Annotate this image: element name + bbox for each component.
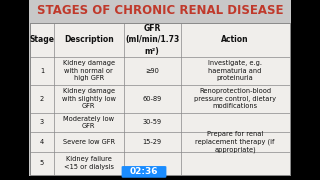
Text: 2: 2 <box>40 96 44 102</box>
Text: 5: 5 <box>40 160 44 166</box>
FancyBboxPatch shape <box>29 0 291 176</box>
Text: Action: Action <box>221 35 249 44</box>
Text: Severe low GFR: Severe low GFR <box>63 139 115 145</box>
Text: 60-89: 60-89 <box>143 96 162 102</box>
Text: Kidney damage
with normal or
high GFR: Kidney damage with normal or high GFR <box>63 60 115 81</box>
Text: ≥90: ≥90 <box>145 68 159 74</box>
Text: Renoprotection-blood
pressure control, dietary
modifications: Renoprotection-blood pressure control, d… <box>194 88 276 109</box>
Text: 3: 3 <box>40 119 44 125</box>
Text: Stage: Stage <box>29 35 55 44</box>
Text: 02:36: 02:36 <box>130 167 158 176</box>
FancyBboxPatch shape <box>122 166 166 178</box>
Text: Prepare for renal
replacement therapy (if
appropriate): Prepare for renal replacement therapy (i… <box>196 131 275 153</box>
Text: Investigate, e.g.
haematuria and
proteinuria: Investigate, e.g. haematuria and protein… <box>208 60 262 81</box>
Text: 30-59: 30-59 <box>143 119 162 125</box>
Text: Moderately low
GFR: Moderately low GFR <box>63 116 114 129</box>
Text: Kidney failure
<15 or dialysis: Kidney failure <15 or dialysis <box>64 156 114 170</box>
Text: GFR
(ml/min/1.73
m²): GFR (ml/min/1.73 m²) <box>125 24 179 56</box>
Text: 15-29: 15-29 <box>143 139 162 145</box>
Text: 4: 4 <box>40 139 44 145</box>
Text: Kidney damage
with slightly low
GFR: Kidney damage with slightly low GFR <box>62 88 116 109</box>
Text: STAGES OF CHRONIC RENAL DISEASE: STAGES OF CHRONIC RENAL DISEASE <box>37 4 283 17</box>
FancyBboxPatch shape <box>30 23 290 175</box>
Text: 1: 1 <box>40 68 44 74</box>
Text: Description: Description <box>64 35 114 44</box>
